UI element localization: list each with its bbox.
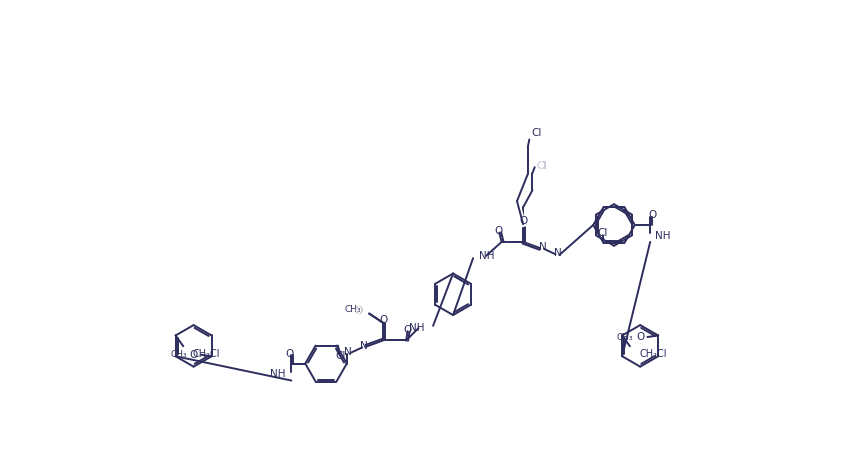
Text: NH: NH [269, 369, 285, 379]
Text: O: O [494, 226, 503, 236]
Text: NH: NH [479, 251, 495, 261]
Text: CH₃: CH₃ [345, 305, 361, 314]
Text: O: O [636, 332, 644, 342]
Text: Cl: Cl [597, 228, 607, 238]
Text: O: O [354, 306, 363, 316]
Text: NH: NH [655, 231, 670, 241]
Text: Cl: Cl [531, 135, 542, 145]
Text: N: N [360, 341, 368, 351]
Text: CH₂Cl: CH₂Cl [193, 349, 220, 359]
Text: CH₃: CH₃ [170, 350, 187, 359]
Text: NH: NH [409, 323, 424, 333]
Text: Cl: Cl [536, 161, 546, 171]
Text: O: O [380, 315, 388, 325]
Text: N: N [554, 248, 562, 258]
Text: CH₂Cl: CH₂Cl [639, 349, 667, 359]
Text: Cl: Cl [531, 129, 542, 139]
Text: N: N [539, 242, 546, 252]
Text: Cl: Cl [336, 351, 346, 361]
Text: O: O [354, 306, 363, 316]
Text: O: O [189, 350, 198, 360]
Text: Cl: Cl [536, 161, 546, 171]
Text: O: O [520, 216, 528, 226]
Text: CH₃: CH₃ [617, 333, 633, 341]
Text: O: O [403, 325, 412, 335]
Text: O: O [285, 348, 293, 358]
Text: N: N [344, 347, 352, 357]
Text: O: O [648, 210, 657, 220]
